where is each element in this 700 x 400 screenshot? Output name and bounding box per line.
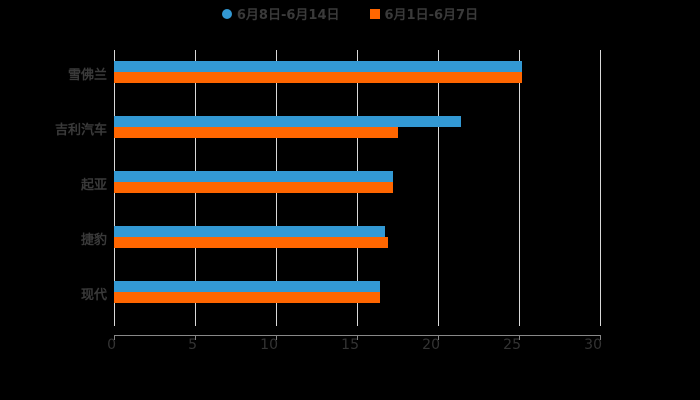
bar-series-1[interactable] [114,171,393,182]
y-axis-category-label: 起亚 [80,178,107,193]
legend-label: 6月1日-6月7日 [384,8,479,23]
x-axis-tick [519,335,520,340]
y-axis-category-label: 吉利汽车 [54,122,107,138]
gridline [438,50,439,326]
x-axis-tick-label: 30 [584,337,602,353]
legend-label: 6月8日-6月14日 [236,8,340,23]
bar-series-2[interactable] [114,237,388,249]
chart-legend: 6月8日-6月14日 6月1日-6月7日 [0,4,700,23]
x-axis-tick [357,335,358,340]
x-axis-tick [438,335,439,340]
gridline [600,50,601,326]
x-axis-tick [276,335,277,340]
x-axis-tick-label: 25 [503,337,521,353]
x-axis-tick-label: 15 [341,337,359,353]
x-axis-tick-label: 10 [260,337,278,353]
bar-series-1[interactable] [114,281,380,293]
bar-series-2[interactable] [114,182,393,193]
legend-item-series-1[interactable]: 6月8日-6月14日 [221,4,340,23]
x-axis-tick [600,335,601,340]
bar-series-1[interactable] [114,226,385,238]
legend-square-icon [369,8,380,19]
x-axis-tick [114,335,115,340]
legend-item-series-2[interactable]: 6月1日-6月7日 [369,4,479,23]
x-axis-tick-label: 20 [422,337,440,353]
bar-series-2[interactable] [114,71,523,83]
y-axis-category-label: 雪佛兰 [67,67,107,83]
y-axis-category-label: 捷豹 [80,233,107,249]
x-axis-tick [195,335,196,340]
x-axis-tick-label: 5 [188,337,197,353]
bar-series-1[interactable] [114,115,461,127]
y-axis-category-label: 现代 [80,288,107,304]
x-axis-tick-label: 0 [107,337,116,353]
bar-series-1[interactable] [114,60,523,72]
bar-series-2[interactable] [114,292,380,304]
gridline [519,50,520,326]
legend-circle-icon [221,8,232,19]
bar-series-2[interactable] [114,126,398,138]
